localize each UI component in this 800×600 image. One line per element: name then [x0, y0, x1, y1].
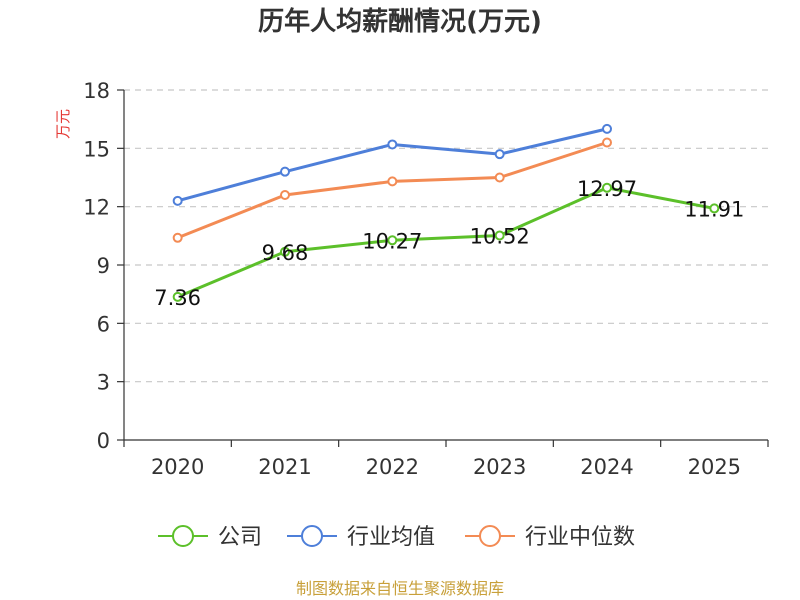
data-point — [172, 291, 183, 302]
x-tick-label: 2022 — [366, 455, 419, 479]
legend-label: 行业均值 — [347, 525, 435, 550]
data-labels: 7.36 9.68 10.27 10.52 12.97 11.91 — [154, 177, 744, 310]
x-tick-label: 2021 — [258, 455, 311, 479]
axes: 0 3 6 9 12 15 18 2020 2021 2022 2023 2024 2025 — [83, 79, 769, 479]
x-tick-label: 2025 — [688, 455, 741, 479]
y-tick-label: 15 — [83, 137, 110, 161]
chart-title: 历年人均薪酬情况(万元) — [258, 6, 542, 37]
x-tick-label: 2024 — [580, 455, 633, 479]
legend-item[interactable]: 行业均值 — [287, 525, 435, 550]
data-label: 10.27 — [362, 229, 422, 253]
y-tick-label: 3 — [97, 371, 110, 395]
legend-marker-icon — [172, 525, 194, 547]
series-line — [177, 186, 715, 299]
data-label: 9.68 — [262, 241, 309, 265]
data-point — [172, 195, 183, 206]
data-point — [709, 203, 720, 214]
legend[interactable]: 公司 行业均值 行业中位数 — [158, 525, 635, 550]
y-tick-label: 9 — [97, 254, 110, 278]
legend-marker-icon — [479, 525, 501, 547]
data-point — [387, 139, 398, 150]
legend-item[interactable]: 行业中位数 — [465, 525, 635, 550]
y-tick-label: 18 — [83, 79, 110, 103]
data-point — [387, 235, 398, 246]
data-point — [172, 232, 183, 243]
y-tick-label: 0 — [97, 429, 110, 453]
data-point — [494, 149, 505, 160]
data-point — [602, 137, 612, 148]
legend-item[interactable]: 公司 — [158, 525, 262, 550]
y-axis-unit-label: 万元 — [54, 109, 72, 139]
series-lines — [172, 123, 720, 302]
source-note: 制图数据来自恒生聚源数据库 — [296, 579, 504, 598]
data-point — [494, 172, 505, 183]
data-point — [280, 246, 290, 257]
data-point — [602, 182, 612, 193]
data-label: 12.97 — [577, 177, 637, 201]
data-point — [602, 123, 612, 134]
data-label: 7.36 — [154, 286, 201, 310]
legend-label: 行业中位数 — [525, 525, 635, 550]
x-tick-label: 2023 — [473, 455, 526, 479]
data-label: 10.52 — [470, 224, 530, 248]
data-point — [280, 190, 290, 200]
x-tick-label: 2020 — [151, 455, 204, 479]
data-label: 11.91 — [684, 197, 744, 221]
series-line — [177, 141, 608, 240]
y-tick-label: 12 — [83, 196, 110, 220]
data-point — [494, 230, 505, 241]
y-tick-label: 6 — [97, 312, 110, 336]
data-point — [280, 166, 290, 177]
legend-marker-icon — [301, 525, 323, 547]
legend-label: 公司 — [218, 525, 262, 550]
data-point — [387, 176, 398, 187]
grid-lines — [124, 89, 768, 383]
